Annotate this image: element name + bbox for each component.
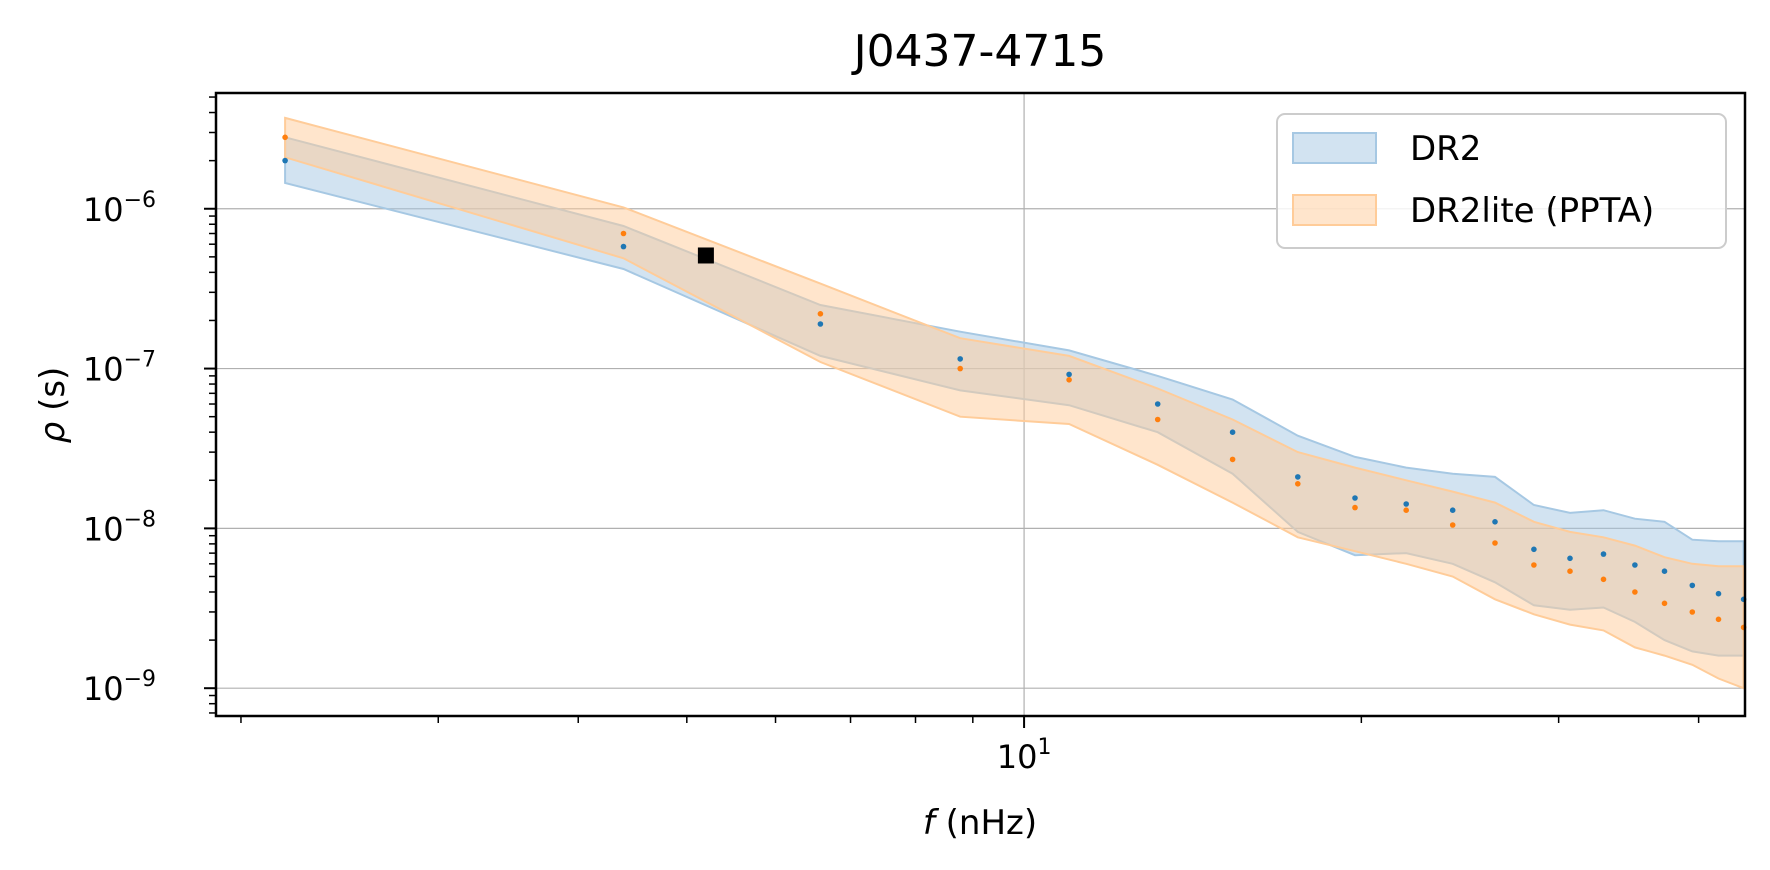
median-point-1 xyxy=(1661,600,1668,607)
median-point-0 xyxy=(1449,507,1456,513)
y-tick-label: 10−9 xyxy=(83,667,156,708)
median-point-0 xyxy=(1715,590,1722,597)
x-axis-label: f (nHz) xyxy=(923,803,1037,843)
median-point-1 xyxy=(1154,416,1161,423)
median-point-0 xyxy=(620,243,627,250)
median-point-0 xyxy=(1600,551,1607,557)
band-1 xyxy=(284,116,1745,690)
y-axis-label: ρ (s) xyxy=(33,367,73,444)
y-tick-label: 10−6 xyxy=(83,188,156,229)
bands xyxy=(284,116,1745,690)
chart-title: J0437-4715 xyxy=(851,26,1107,77)
median-point-0 xyxy=(1567,555,1573,562)
legend: DR2 DR2lite (PPTA) xyxy=(1276,113,1727,249)
median-point-0 xyxy=(1066,371,1072,378)
median-point-1 xyxy=(1066,377,1072,383)
median-point-0 xyxy=(1689,582,1696,589)
median-point-1 xyxy=(1229,456,1236,463)
median-point-1 xyxy=(1632,589,1638,595)
median-point-0 xyxy=(1632,562,1638,568)
median-point-0 xyxy=(1661,568,1668,574)
median-point-0 xyxy=(957,356,963,362)
median-point-1 xyxy=(1492,540,1498,546)
median-point-1 xyxy=(957,365,963,372)
median-point-1 xyxy=(1600,576,1607,583)
median-point-0 xyxy=(282,157,288,164)
median-point-0 xyxy=(1492,519,1498,525)
median-point-1 xyxy=(282,134,288,141)
median-point-1 xyxy=(1567,568,1573,574)
legend-label-dr2: DR2 xyxy=(1410,129,1481,169)
highlight-marker xyxy=(697,247,714,264)
median-point-1 xyxy=(1689,609,1696,615)
x-axis: 101 xyxy=(240,716,1700,776)
median-point-1 xyxy=(1403,507,1409,513)
median-point-0 xyxy=(1229,429,1236,436)
median-point-0 xyxy=(1403,501,1409,507)
y-tick-label: 10−8 xyxy=(83,507,156,548)
legend-label-dr2lite: DR2lite (PPTA) xyxy=(1410,191,1654,231)
median-point-1 xyxy=(1295,481,1301,487)
median-point-0 xyxy=(1154,401,1161,407)
median-point-1 xyxy=(817,311,824,317)
marker-layer xyxy=(697,247,714,264)
y-tick-label: 10−7 xyxy=(83,348,156,389)
legend-swatch-dr2 xyxy=(1292,132,1377,164)
median-points xyxy=(282,134,1747,631)
y-axis: 10−9 10−8 10−7 10−6 xyxy=(83,96,216,714)
median-point-1 xyxy=(620,230,627,237)
median-point-1 xyxy=(1449,522,1456,528)
legend-box xyxy=(1276,113,1727,249)
median-point-0 xyxy=(1352,495,1358,501)
median-point-1 xyxy=(1352,504,1358,511)
x-tick-label: 101 xyxy=(997,735,1052,776)
legend-swatch-dr2lite xyxy=(1292,194,1377,226)
median-point-0 xyxy=(1295,474,1301,480)
median-point-1 xyxy=(1715,616,1722,623)
median-point-1 xyxy=(1531,562,1537,568)
median-point-0 xyxy=(1531,546,1537,553)
median-point-0 xyxy=(817,321,824,327)
